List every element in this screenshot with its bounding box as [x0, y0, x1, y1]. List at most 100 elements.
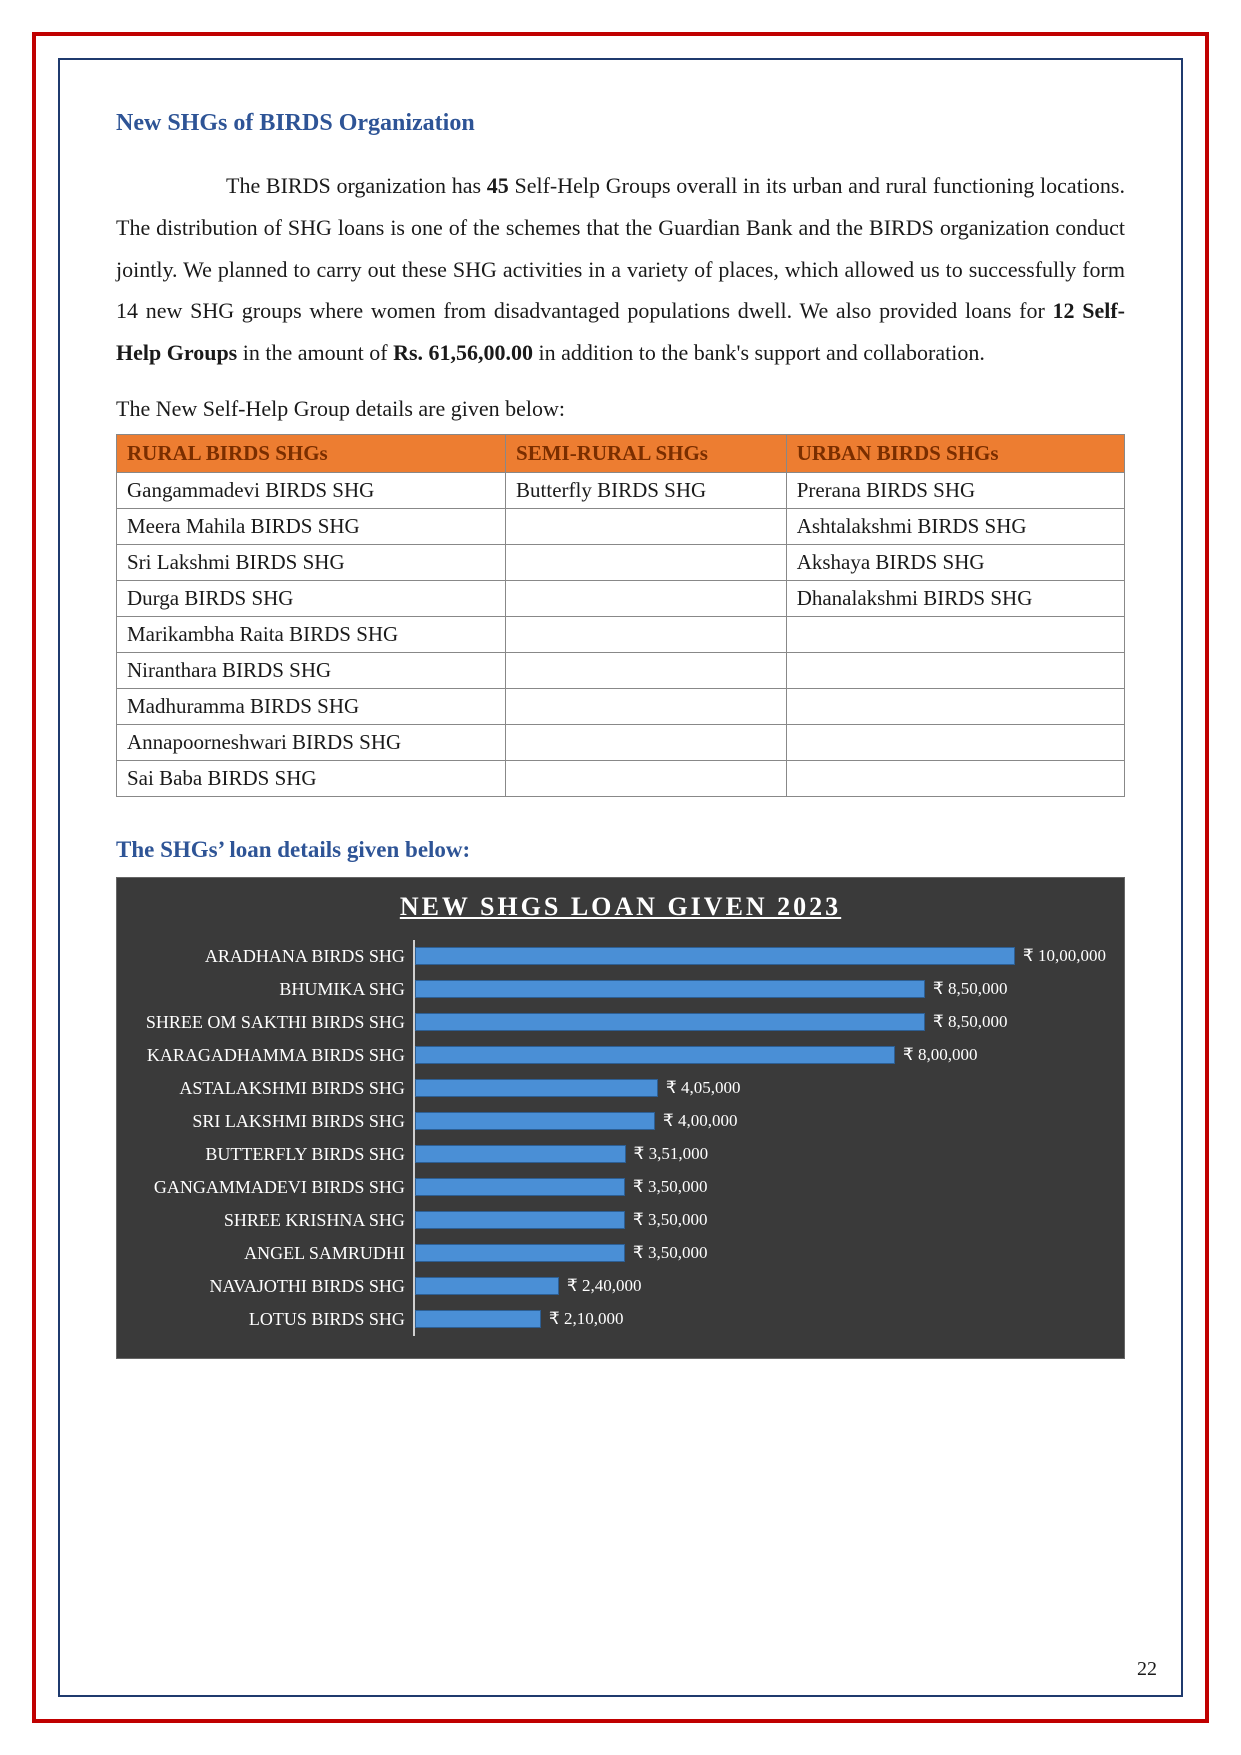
outer-frame: New SHGs of BIRDS Organization The BIRDS…	[32, 32, 1209, 1723]
table-cell	[786, 652, 1124, 688]
chart-bar-row: ₹ 10,00,000	[415, 940, 1106, 973]
chart-bar-value: ₹ 8,00,000	[903, 1045, 978, 1065]
chart-bar	[415, 980, 925, 998]
chart-bar-row: ₹ 8,50,000	[415, 973, 1106, 1006]
chart-bar	[415, 1178, 625, 1196]
table-cell	[506, 652, 787, 688]
para-bold: 45	[487, 173, 509, 198]
chart-bar-label: KARAGADHAMMA BIRDS SHG	[135, 1039, 405, 1072]
loan-chart: NEW SHGS LOAN GIVEN 2023 ARADHANA BIRDS …	[116, 877, 1125, 1359]
table-cell	[506, 688, 787, 724]
chart-bar-value: ₹ 3,51,000	[634, 1144, 709, 1164]
chart-bar-value: ₹ 4,05,000	[666, 1078, 741, 1098]
chart-bar	[415, 947, 1015, 965]
table-cell: Prerana BIRDS SHG	[786, 472, 1124, 508]
table-header: RURAL BIRDS SHGs	[117, 434, 506, 472]
table-row: Sri Lakshmi BIRDS SHGAkshaya BIRDS SHG	[117, 544, 1125, 580]
shg-table: RURAL BIRDS SHGsSEMI-RURAL SHGsURBAN BIR…	[116, 434, 1125, 797]
chart-bar-label: GANGAMMADEVI BIRDS SHG	[135, 1171, 405, 1204]
chart-bar	[415, 1079, 658, 1097]
table-header: URBAN BIRDS SHGs	[786, 434, 1124, 472]
chart-bar-value: ₹ 3,50,000	[633, 1177, 708, 1197]
chart-bar-row: ₹ 2,10,000	[415, 1303, 1106, 1336]
chart-bar-value: ₹ 8,50,000	[933, 979, 1008, 999]
chart-plot-area: ₹ 10,00,000 ₹ 8,50,000 ₹ 8,50,000 ₹ 8,00,00…	[413, 940, 1106, 1336]
chart-bar-label: BUTTERFLY BIRDS SHG	[135, 1138, 405, 1171]
chart-heading: The SHGs’ loan details given below:	[116, 837, 1125, 863]
table-cell: Gangammadevi BIRDS SHG	[117, 472, 506, 508]
table-cell: Madhuramma BIRDS SHG	[117, 688, 506, 724]
table-cell	[786, 760, 1124, 796]
table-row: Marikambha Raita BIRDS SHG	[117, 616, 1125, 652]
table-row: Annapoorneshwari BIRDS SHG	[117, 724, 1125, 760]
chart-bar-row: ₹ 8,00,000	[415, 1039, 1106, 1072]
chart-bar-row: ₹ 2,40,000	[415, 1270, 1106, 1303]
table-row: Durga BIRDS SHG Dhanalakshmi BIRDS SHG	[117, 580, 1125, 616]
table-cell	[786, 616, 1124, 652]
table-lead-text: The New Self-Help Group details are give…	[116, 396, 1125, 422]
table-cell: Annapoorneshwari BIRDS SHG	[117, 724, 506, 760]
table-cell: Niranthara BIRDS SHG	[117, 652, 506, 688]
table-header: SEMI-RURAL SHGs	[506, 434, 787, 472]
table-cell	[506, 724, 787, 760]
para-text: The BIRDS organization has	[226, 173, 487, 198]
table-row: Niranthara BIRDS SHG	[117, 652, 1125, 688]
chart-bar	[415, 1277, 559, 1295]
table-cell	[786, 688, 1124, 724]
chart-bar-label: LOTUS BIRDS SHG	[135, 1303, 405, 1336]
chart-bar-value: ₹ 4,00,000	[663, 1111, 738, 1131]
chart-bar	[415, 1046, 895, 1064]
table-cell: Durga BIRDS SHG	[117, 580, 506, 616]
table-cell	[506, 580, 787, 616]
table-cell	[506, 760, 787, 796]
table-row: Sai Baba BIRDS SHG	[117, 760, 1125, 796]
chart-bar-value: ₹ 3,50,000	[633, 1210, 708, 1230]
inner-frame: New SHGs of BIRDS Organization The BIRDS…	[58, 58, 1183, 1697]
chart-bar	[415, 1145, 626, 1163]
table-cell	[786, 724, 1124, 760]
table-row: Gangammadevi BIRDS SHGButterfly BIRDS SH…	[117, 472, 1125, 508]
chart-bar	[415, 1244, 625, 1262]
chart-bar-row: ₹ 3,50,000	[415, 1237, 1106, 1270]
chart-bar-row: ₹ 3,50,000	[415, 1171, 1106, 1204]
chart-bar-value: ₹ 8,50,000	[933, 1012, 1008, 1032]
table-cell	[506, 616, 787, 652]
chart-bar-label: NAVAJOTHI BIRDS SHG	[135, 1270, 405, 1303]
chart-bar	[415, 1310, 541, 1328]
chart-bar-label: SHREE KRISHNA SHG	[135, 1204, 405, 1237]
chart-bar-row: ₹ 4,00,000	[415, 1105, 1106, 1138]
chart-bar-row: ₹ 4,05,000	[415, 1072, 1106, 1105]
table-cell: Dhanalakshmi BIRDS SHG	[786, 580, 1124, 616]
chart-bar-label: ANGEL SAMRUDHI	[135, 1237, 405, 1270]
table-cell: Sri Lakshmi BIRDS SHG	[117, 544, 506, 580]
chart-y-labels: ARADHANA BIRDS SHGBHUMIKA SHGSHREE OM SA…	[135, 940, 405, 1336]
chart-bar-value: ₹ 2,40,000	[567, 1276, 642, 1296]
table-cell: Marikambha Raita BIRDS SHG	[117, 616, 506, 652]
table-row: Madhuramma BIRDS SHG	[117, 688, 1125, 724]
table-cell: Ashtalakshmi BIRDS SHG	[786, 508, 1124, 544]
chart-bar	[415, 1013, 925, 1031]
chart-bar-label: ASTALAKSHMI BIRDS SHG	[135, 1072, 405, 1105]
para-text: in the amount of	[237, 340, 393, 365]
chart-bar-value: ₹ 10,00,000	[1023, 946, 1106, 966]
page-number: 22	[1137, 1658, 1157, 1681]
chart-bar-label: BHUMIKA SHG	[135, 973, 405, 1006]
chart-bar	[415, 1211, 625, 1229]
para-text: in addition to the bank's support and co…	[533, 340, 985, 365]
chart-bar-label: ARADHANA BIRDS SHG	[135, 940, 405, 973]
chart-title: NEW SHGS LOAN GIVEN 2023	[135, 892, 1106, 922]
table-cell: Meera Mahila BIRDS SHG	[117, 508, 506, 544]
chart-bar-value: ₹ 3,50,000	[633, 1243, 708, 1263]
chart-bar-row: ₹ 3,51,000	[415, 1138, 1106, 1171]
chart-bar-row: ₹ 8,50,000	[415, 1006, 1106, 1039]
table-cell	[506, 508, 787, 544]
table-row: Meera Mahila BIRDS SHG Ashtalakshmi BIRDS…	[117, 508, 1125, 544]
para-bold: Rs. 61,56,00.00	[393, 340, 533, 365]
intro-paragraph: The BIRDS organization has 45 Self-Help …	[116, 165, 1125, 374]
chart-bar-label: SRI LAKSHMI BIRDS SHG	[135, 1105, 405, 1138]
table-cell: Sai Baba BIRDS SHG	[117, 760, 506, 796]
chart-bar	[415, 1112, 655, 1130]
chart-bar-value: ₹ 2,10,000	[549, 1309, 624, 1329]
chart-bar-row: ₹ 3,50,000	[415, 1204, 1106, 1237]
table-cell: Butterfly BIRDS SHG	[506, 472, 787, 508]
